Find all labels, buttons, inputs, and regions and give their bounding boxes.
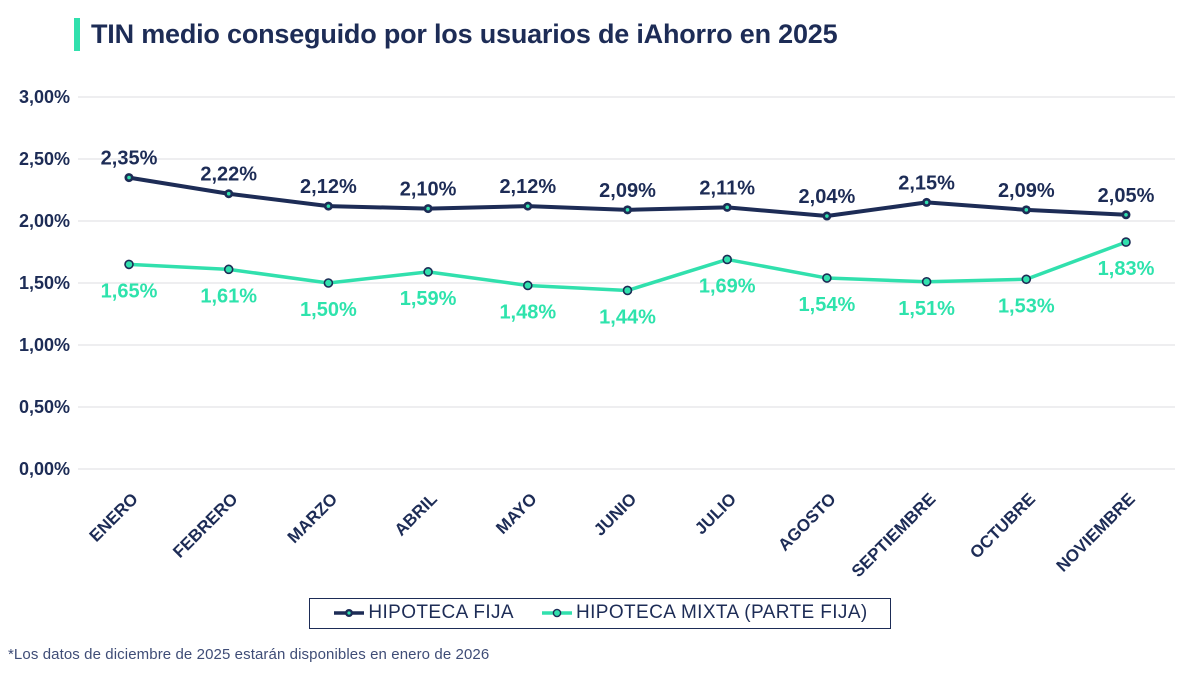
legend-marker-icon xyxy=(542,608,572,618)
chart-header: TIN medio conseguido por los usuarios de… xyxy=(74,18,838,51)
data-point-label: 1,61% xyxy=(200,285,257,307)
data-point-label: 1,65% xyxy=(101,280,158,302)
data-point-marker-center xyxy=(127,175,131,180)
legend-item-hipoteca-fija: HIPOTECA FIJA xyxy=(332,602,514,624)
x-axis-tick-label: JUNIO xyxy=(590,489,640,539)
x-axis-tick-label: ENERO xyxy=(86,489,142,545)
y-axis-tick-label: 3,00% xyxy=(19,87,70,107)
y-axis-tick-label: 1,50% xyxy=(19,273,70,293)
line-chart: 3,00% 2,50% 2,00% 1,50% 1,00% 0,50% 0,00% ENERO… xyxy=(19,87,1175,581)
legend-marker-icon xyxy=(334,609,365,617)
x-axis-tick-label: ABRIL xyxy=(391,489,441,539)
data-point-label: 2,22% xyxy=(200,164,257,186)
data-point-marker xyxy=(822,273,832,283)
data-point-label: 1,44% xyxy=(599,306,656,328)
data-point-marker xyxy=(323,278,334,288)
title-accent-bar xyxy=(74,18,80,51)
data-point-label: 1,50% xyxy=(300,299,357,321)
x-axis-tick-label: SEPTIEMBRE xyxy=(848,489,940,581)
y-axis-tick-label: 0,50% xyxy=(19,397,70,417)
data-point-marker-center xyxy=(326,204,331,208)
data-point-label: 2,09% xyxy=(998,180,1055,202)
x-axis-tick-label: MAYO xyxy=(492,489,540,537)
data-point-marker-center xyxy=(625,208,630,212)
data-point-label: 2,04% xyxy=(799,186,856,208)
legend-item-hipoteca-mixta-parte-fija: HIPOTECA MIXTA (PARTE FIJA) xyxy=(540,602,868,624)
data-point-label: 2,15% xyxy=(898,172,955,194)
data-point-label: 2,10% xyxy=(400,179,457,201)
x-axis-tick-label: NOVIEMBRE xyxy=(1053,489,1139,575)
x-axis-tick-label: FEBRERO xyxy=(169,489,241,561)
data-point-label: 1,83% xyxy=(1098,258,1155,280)
page-title: TIN medio conseguido por los usuarios de… xyxy=(91,19,838,49)
chart-legend: HIPOTECA FIJA HIPOTECA MIXTA (PARTE FIJA) xyxy=(0,598,1200,629)
legend-label: HIPOTECA MIXTA (PARTE FIJA) xyxy=(576,602,868,623)
data-point-marker-center xyxy=(924,200,929,205)
data-point-marker xyxy=(522,280,533,291)
data-point-marker xyxy=(223,264,234,275)
data-point-label: 2,09% xyxy=(599,180,656,202)
y-axis-tick-label: 2,00% xyxy=(19,211,70,231)
legend-box: HIPOTECA FIJA HIPOTECA MIXTA (PARTE FIJA) xyxy=(309,598,891,629)
data-point-label: 2,35% xyxy=(101,148,158,170)
data-point-label: 1,54% xyxy=(799,294,856,316)
data-point-label: 1,48% xyxy=(499,301,556,323)
data-point-marker xyxy=(124,259,134,270)
data-point-marker-center xyxy=(526,204,530,208)
data-point-marker xyxy=(1021,274,1032,285)
x-axis-tick-label: JULIO xyxy=(691,489,740,538)
data-point-label: 1,69% xyxy=(699,275,756,297)
data-point-label: 1,51% xyxy=(898,298,955,320)
data-point-marker-center xyxy=(825,214,829,218)
data-point-marker-center xyxy=(426,206,430,211)
data-point-marker xyxy=(622,285,633,296)
data-point-marker xyxy=(722,254,733,265)
data-point-label: 1,53% xyxy=(998,295,1055,317)
data-point-marker xyxy=(1121,237,1131,247)
y-axis-tick-label: 0,00% xyxy=(19,459,70,479)
data-point-marker-center xyxy=(1024,208,1029,212)
data-point-label: 1,59% xyxy=(400,288,457,310)
data-point-marker-center xyxy=(1124,213,1128,217)
footnote: *Los datos de diciembre de 2025 estarán … xyxy=(8,646,490,663)
data-point-marker-center xyxy=(725,205,729,210)
legend-label: HIPOTECA FIJA xyxy=(368,602,514,623)
x-axis-tick-label: OCTUBRE xyxy=(966,489,1039,562)
data-point-label: 2,11% xyxy=(699,177,755,199)
y-axis-tick-label: 1,00% xyxy=(19,335,70,355)
data-point-label: 2,12% xyxy=(300,176,357,198)
x-axis-tick-label: MARZO xyxy=(284,489,342,547)
data-point-label: 2,05% xyxy=(1098,185,1155,207)
y-axis-tick-label: 2,50% xyxy=(19,149,70,169)
x-axis-tick-label: AGOSTO xyxy=(774,489,839,554)
data-point-marker xyxy=(921,276,932,287)
data-point-marker-center xyxy=(226,191,231,196)
data-point-marker xyxy=(423,267,433,277)
data-point-label: 2,12% xyxy=(499,176,556,198)
